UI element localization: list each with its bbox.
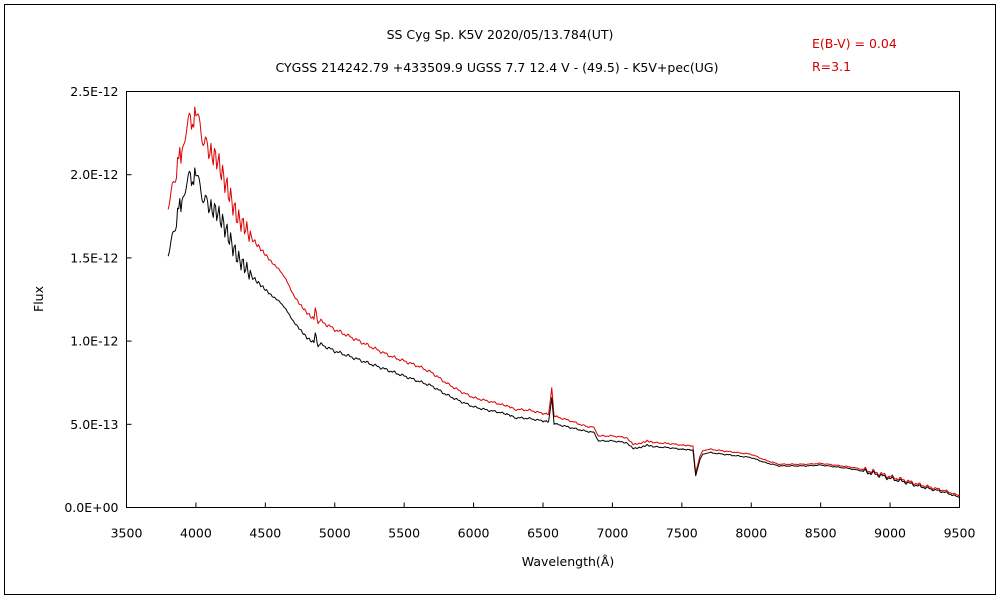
x-tick-label: 7000 xyxy=(597,526,629,541)
x-axis: 3500 4000 4500 5000 5500 6000 6500 7000 7500 8000… xyxy=(111,502,976,541)
chart-title: SS Cyg Sp. K5V 2020/05/13.784(UT) xyxy=(387,27,614,42)
y-axis-label: Flux xyxy=(31,286,46,312)
x-tick-label: 4000 xyxy=(180,526,212,541)
x-tick-label: 8000 xyxy=(735,526,767,541)
y-tick-label: 0.0E+00 xyxy=(64,500,118,515)
x-tick-label: 4500 xyxy=(249,526,281,541)
x-tick-label: 5000 xyxy=(319,526,351,541)
y-tick-label: 2.5E-12 xyxy=(70,84,118,99)
x-tick-label: 5500 xyxy=(388,526,420,541)
series-line-corrected xyxy=(167,106,960,497)
chart-subtitle: CYGSS 214242.79 +433509.9 UGSS 7.7 12.4 … xyxy=(276,60,719,75)
x-tick-label: 8500 xyxy=(805,526,837,541)
x-tick-label: 7500 xyxy=(666,526,698,541)
r-annotation: R=3.1 xyxy=(812,59,851,74)
series-line-observed xyxy=(167,167,960,498)
y-tick-label: 5.0E-13 xyxy=(70,417,118,432)
y-tick-label: 2.0E-12 xyxy=(70,167,118,182)
x-tick-label: 9000 xyxy=(874,526,906,541)
x-axis-label: Wavelength(Å) xyxy=(522,554,614,569)
ebv-annotation: E(B-V) = 0.04 xyxy=(812,36,897,51)
x-tick-label: 6000 xyxy=(458,526,490,541)
x-tick-label: 9500 xyxy=(944,526,976,541)
y-tick-label: 1.5E-12 xyxy=(70,250,118,265)
x-tick-label: 3500 xyxy=(111,526,143,541)
x-tick-label: 6500 xyxy=(527,526,559,541)
outer-border xyxy=(4,4,996,595)
series-layer xyxy=(167,106,960,498)
y-axis: 0.0E+00 5.0E-13 1.0E-12 1.5E-12 2.0E-12 2.5E-… xyxy=(64,84,132,515)
y-tick-label: 1.0E-12 xyxy=(70,334,118,349)
